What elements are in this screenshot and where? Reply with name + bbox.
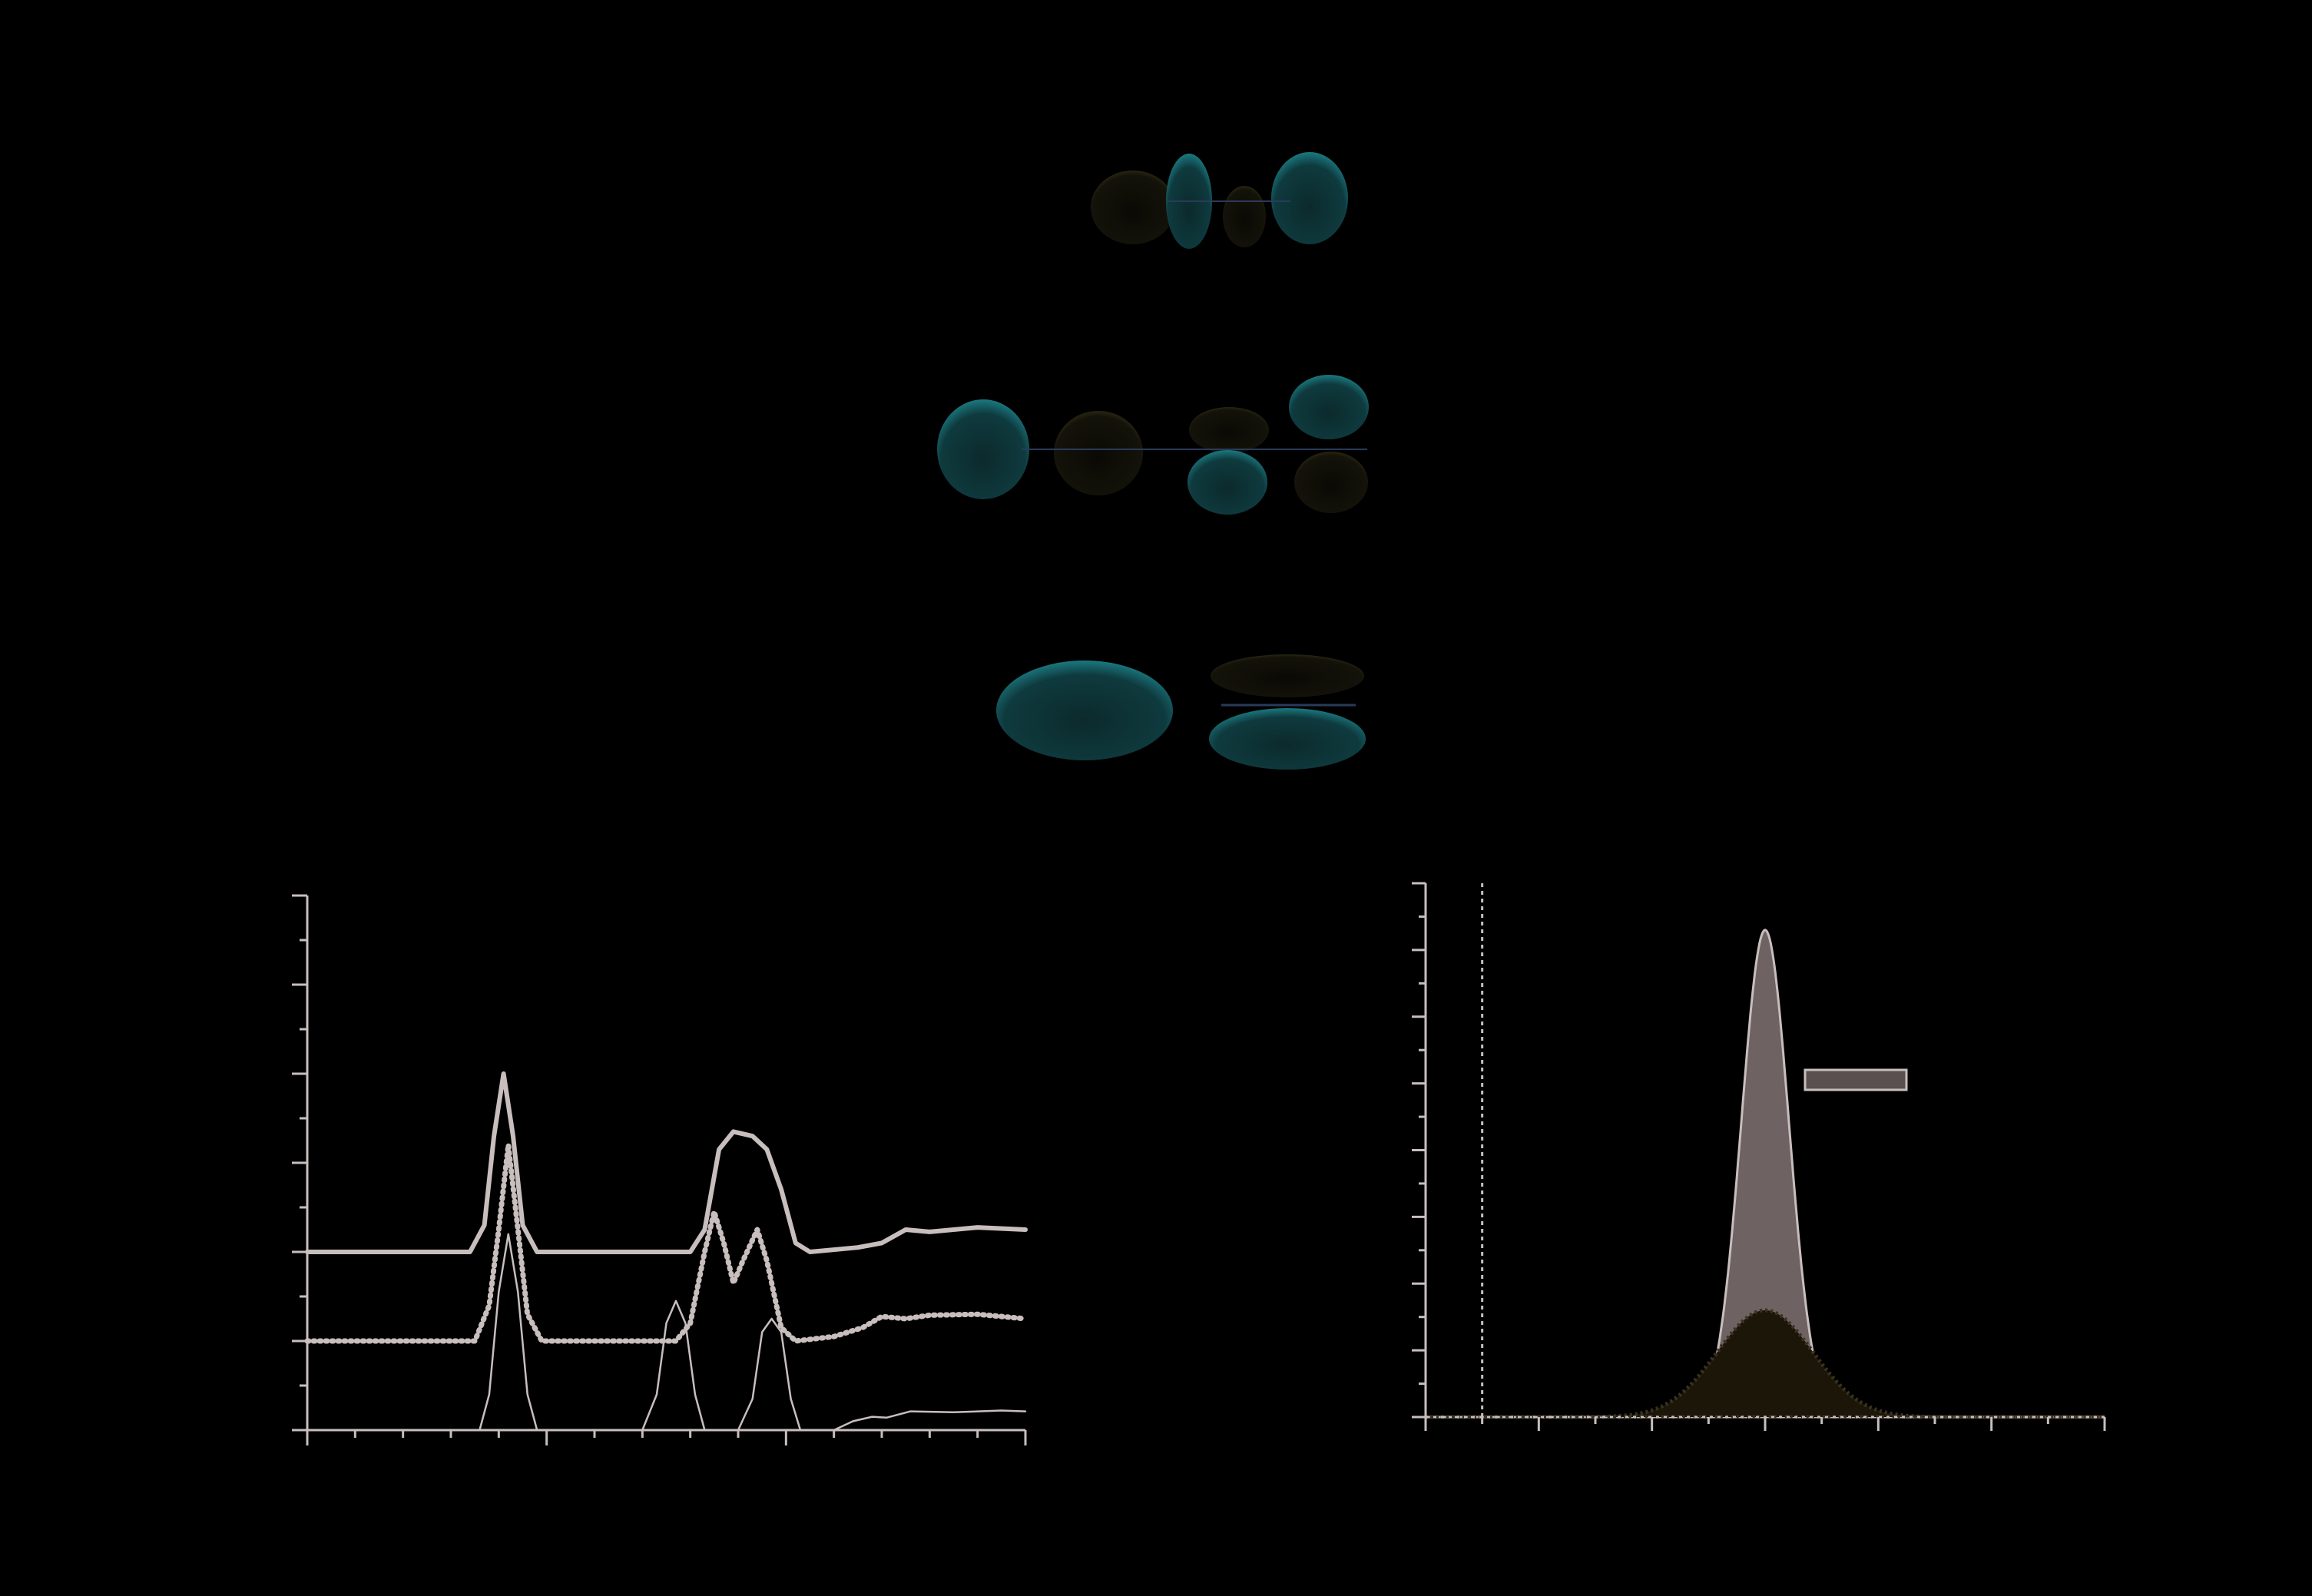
orbital-lobe (1223, 186, 1266, 247)
orbital-lobe (1294, 452, 1368, 513)
spectrum-series-1 (305, 1071, 1028, 1254)
spectrum-series-2 (304, 1142, 1028, 1344)
orbital-lobe (1054, 411, 1143, 495)
orbital-lobe (1187, 450, 1267, 515)
legend-swatch (1804, 1068, 1908, 1091)
orbital-row-2 (937, 375, 1369, 515)
orbital-lobe (1289, 375, 1369, 439)
orbital-lobe (1189, 407, 1269, 453)
orbital-lobe (1209, 708, 1366, 770)
orbital-lobe (1271, 152, 1348, 244)
orbital-diagrams (937, 152, 1369, 770)
orbital-row-3 (996, 654, 1366, 770)
orbital-lobe (1091, 171, 1175, 244)
orbital-lobe (1211, 654, 1364, 697)
orbital-lobe (937, 399, 1029, 499)
orbital-row-1 (1091, 152, 1348, 249)
orbital-lobe (996, 661, 1173, 760)
chart-left-spectra (292, 894, 1028, 1445)
gaussian-inner-area (1426, 1308, 2105, 1419)
chart-right-distribution (1412, 882, 2106, 1431)
spectrum-series-3 (306, 1233, 1027, 1432)
